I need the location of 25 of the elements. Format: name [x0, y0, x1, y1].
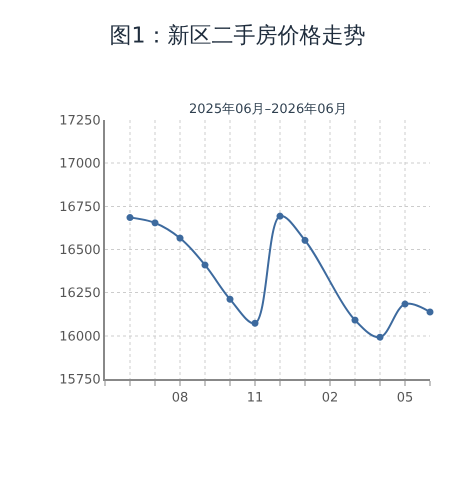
point: [152, 219, 158, 226]
y-tick-label: 16250: [59, 286, 101, 302]
point: [352, 316, 358, 324]
point: [402, 300, 408, 308]
point: [126, 214, 134, 222]
chart-subtitle: 2025年06月–2026年06月: [189, 102, 347, 117]
x-tick-label: 11: [246, 390, 264, 406]
point: [252, 320, 258, 327]
x-tick-label: 05: [396, 390, 414, 406]
point: [376, 334, 384, 341]
point: [176, 234, 184, 242]
x-tick-label: 02: [322, 390, 338, 406]
y-tick-label: 17250: [59, 114, 101, 129]
chart-title: 图1：新区二手房价格走势: [110, 23, 366, 48]
point: [276, 212, 284, 220]
y-tick-label: 16500: [59, 243, 101, 258]
point: [302, 236, 308, 244]
y-tick-label: 16000: [59, 329, 101, 344]
y-tick-label: 17000: [59, 156, 101, 172]
y-tick-label: 15750: [59, 372, 101, 388]
x-tick-label: 08: [172, 390, 188, 406]
point: [226, 296, 234, 303]
y-tick-label: 16750: [59, 200, 101, 215]
point: [426, 308, 434, 316]
point: [202, 262, 208, 269]
